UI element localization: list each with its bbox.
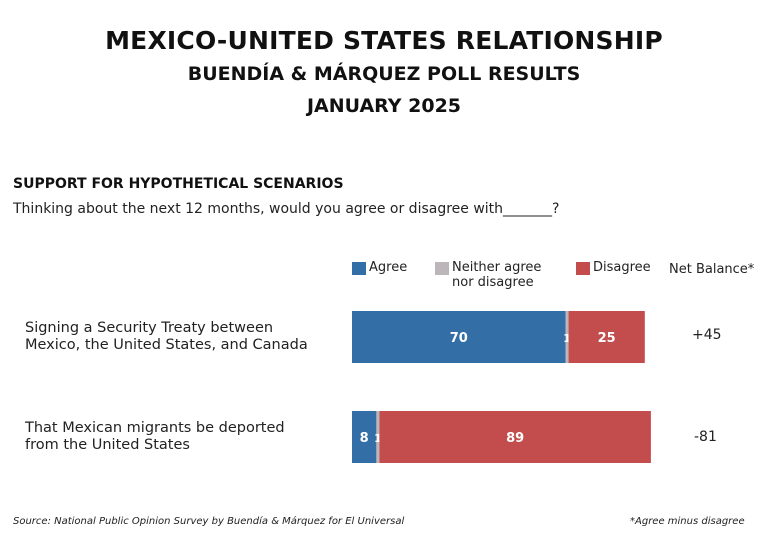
- legend-label-agree: Agree: [369, 260, 408, 275]
- chart-subtitle: BUENDÍA & MÁRQUEZ POLL RESULTS: [187, 63, 581, 85]
- bar-security-treaty-agree: [352, 311, 566, 363]
- net-balance-value-security-treaty: +45: [692, 327, 722, 343]
- net-balance-header: Net Balance*: [669, 262, 755, 277]
- net-balance-value-migrant-deportation: -81: [694, 429, 717, 445]
- bar-label-security-treaty-neither: 1: [563, 332, 571, 345]
- legend-swatch-agree: [352, 262, 366, 275]
- chart-title: MEXICO-UNITED STATES RELATIONSHIP: [105, 26, 663, 55]
- bar-security-treaty-neither: [565, 311, 569, 363]
- legend-label-disagree: Disagree: [593, 260, 651, 275]
- bar-migrant-deportation-agree: [352, 411, 377, 463]
- legend-swatch-neither: [435, 262, 449, 275]
- bar-security-treaty-disagree: [568, 311, 645, 363]
- section-heading: SUPPORT FOR HYPOTHETICAL SCENARIOS: [13, 176, 344, 192]
- bar-label-migrant-deportation-neither: 1: [374, 432, 382, 445]
- row-label-migrant-deportation-line2: from the United States: [25, 437, 190, 453]
- bar-migrant-deportation-neither: [376, 411, 380, 463]
- row-label-migrant-deportation: That Mexican migrants be deported from t…: [25, 420, 285, 454]
- row-label-security-treaty-line1: Signing a Security Treaty between: [25, 320, 274, 336]
- bar-migrant-deportation-disagree: [379, 411, 651, 463]
- footnote: *Agree minus disagree: [630, 516, 745, 527]
- legend-label-neither: Neither agree nor disagree: [452, 260, 541, 290]
- row-label-security-treaty-line2: Mexico, the United States, and Canada: [25, 337, 308, 353]
- bar-label-migrant-deportation-agree: 8: [360, 431, 369, 446]
- row-label-security-treaty: Signing a Security Treaty between Mexico…: [25, 320, 308, 354]
- legend-label-neither-line2: nor disagree: [452, 275, 534, 290]
- legend-swatch-disagree: [576, 262, 590, 275]
- title-block: MEXICO-UNITED STATES RELATIONSHIP BUENDÍ…: [0, 24, 768, 122]
- bar-label-security-treaty-agree: 70: [450, 331, 468, 346]
- row-label-migrant-deportation-line1: That Mexican migrants be deported: [25, 420, 285, 436]
- question-text: Thinking about the next 12 months, would…: [13, 201, 560, 217]
- chart-date: JANUARY 2025: [306, 95, 462, 117]
- legend-label-neither-line1: Neither agree: [452, 260, 542, 275]
- bar-label-security-treaty-disagree: 25: [598, 331, 616, 346]
- source-note: Source: National Public Opinion Survey b…: [13, 516, 405, 527]
- bar-label-migrant-deportation-disagree: 89: [506, 431, 524, 446]
